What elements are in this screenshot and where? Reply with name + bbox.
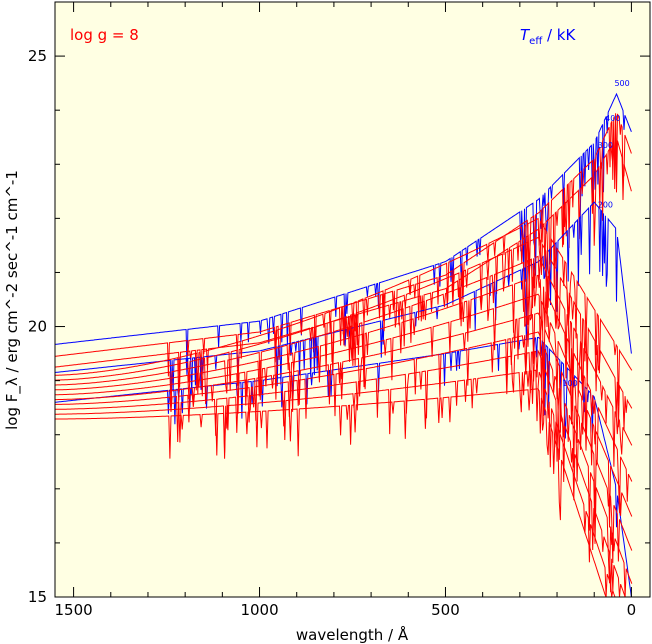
plot-frame [54,1,651,598]
teff-subscript: eff [529,36,543,47]
curves-group: 500 400 300 200 100 [54,79,633,598]
model-curve [55,236,633,431]
teff-rest: / kK [542,26,576,44]
y-axis-label: log F_λ / erg cm^-2 sec^-1 cm^-1 [3,170,22,430]
x-tick-label: 1000 [240,601,278,619]
curve-label-500: 500 [614,79,629,88]
model-curve [55,331,633,598]
model-curve [55,255,633,467]
teff-annotation: Teff / kK [520,26,576,47]
y-tick-label: 25 [28,47,47,65]
model-curve [55,217,633,407]
curve-label-400: 400 [605,114,620,123]
model-curve [55,312,633,563]
x-tick-label: 0 [627,601,637,619]
y-tick-label: 20 [28,318,47,336]
series-line-100 [54,336,632,598]
x-axis-label: wavelength / Å [296,625,409,644]
x-tick-label: 1500 [55,601,93,619]
curve-label-300: 300 [598,141,613,150]
x-tick-label: 500 [431,601,460,619]
curve-label-200: 200 [598,201,613,210]
model-curve [55,293,633,528]
model-curve [55,349,632,598]
model-curve [55,274,633,513]
gravity-annotation: log g = 8 [70,26,139,44]
model-curve [55,369,632,598]
y-tick-label: 15 [28,588,47,606]
teff-symbol: T [520,26,531,44]
curve-label-100: 100 [562,379,577,388]
model-curve [55,388,632,598]
ticks-group: 1500 1000 500 0 15 20 25 [28,1,650,619]
